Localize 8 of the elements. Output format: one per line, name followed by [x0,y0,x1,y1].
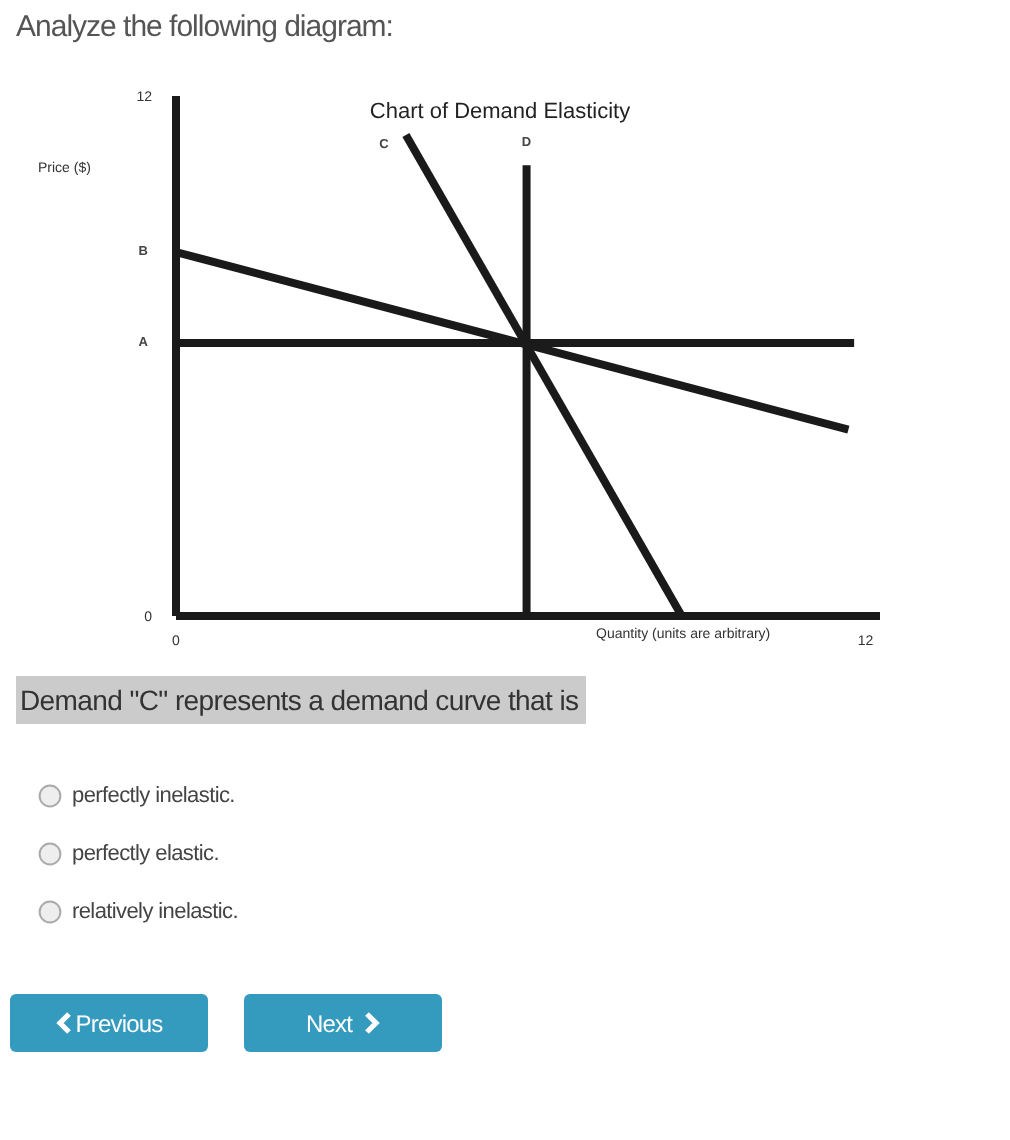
text: perfectly elastic. [72,842,219,866]
button: Previous [10,994,208,1052]
text: Demand "C" represents a demand curve that is [16,676,587,724]
text: Analyze the following diagram: [16,10,393,44]
text: perfectly inelastic. [72,784,235,808]
chart-title: Chart of Demand Elasticity [369,100,631,124]
text: relatively inelastic. [72,900,238,924]
button: Next [244,994,442,1052]
